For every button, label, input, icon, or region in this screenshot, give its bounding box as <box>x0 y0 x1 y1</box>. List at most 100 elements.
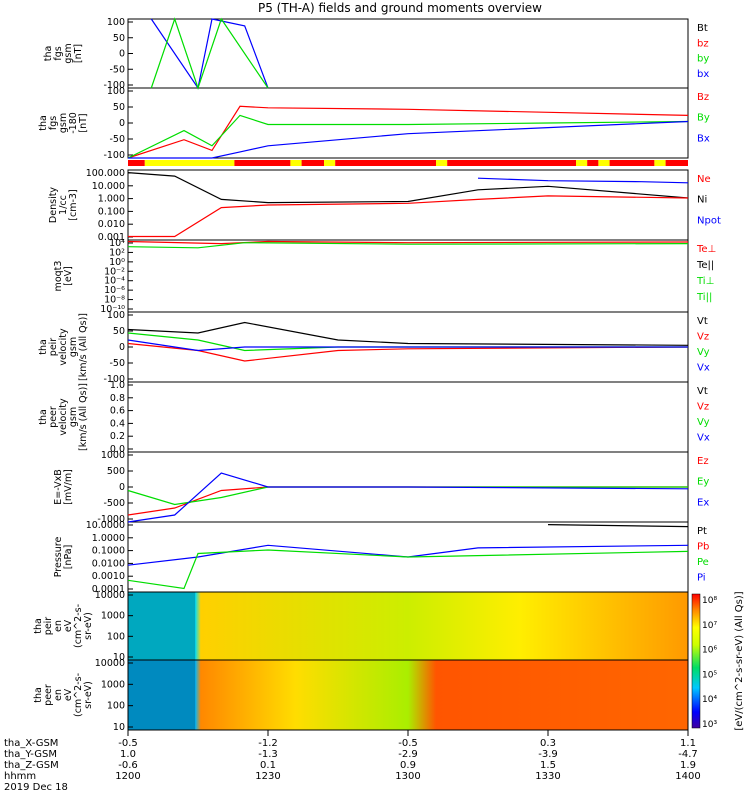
y-tick-label: 10² <box>109 247 125 258</box>
y-axis-label-line: E=-VxB <box>53 469 64 504</box>
trace-Vx <box>127 339 688 352</box>
y-tick-label: 10 <box>113 722 125 733</box>
legend-entry: Vy <box>697 417 710 428</box>
y-axis-label-line: gsm <box>68 337 79 357</box>
legend-entry: Bz <box>697 92 709 103</box>
panel-peir_spec: 10000 1000 100 10 thapeireneV(cm^2-s-sr-eV) <box>33 590 689 663</box>
y-axis-label-line: (cm^2-s- <box>73 673 84 717</box>
y-tick-label: 100 <box>107 631 125 642</box>
y-axis-label-line: sr-eV) <box>83 681 94 709</box>
status-segment <box>447 160 576 166</box>
orbit-status-bar <box>128 160 688 166</box>
y-tick-label: -100 <box>103 80 125 91</box>
x-tick-label: -3.9 <box>538 749 558 760</box>
y-axis-label-line: [eV] <box>63 266 74 286</box>
y-tick-label: 1.000 <box>98 194 125 205</box>
y-tick-label: 1000 <box>101 679 125 690</box>
trace-Pt <box>547 524 689 528</box>
x-tick-label: 1.1 <box>680 738 696 749</box>
y-tick-label: 500 <box>107 466 125 477</box>
panel-peer_spec: 10000 1000 100 10 thapeereneV(cm^2-s-sr-eV) <box>33 658 689 733</box>
y-axis-label: Density1/cc[cm-3] <box>48 187 79 223</box>
trace-Pe <box>127 549 689 590</box>
legend-entry: Npot <box>697 215 721 226</box>
status-segment <box>234 160 291 166</box>
y-axis-label-line: peer <box>43 684 54 706</box>
status-segment <box>301 160 324 166</box>
y-axis-label-line: sr-eV) <box>83 612 94 640</box>
legend-entry: Ex <box>697 497 709 508</box>
y-tick-label: 0.8 <box>110 393 125 404</box>
legend-entry: by <box>697 54 709 65</box>
x-tick-label: -0.5 <box>398 738 418 749</box>
y-tick-label: 10⁻¹⁰ <box>100 304 125 315</box>
y-tick-label: 10 <box>113 652 125 663</box>
y-tick-label: 100.000 <box>86 168 125 179</box>
status-segment <box>576 160 588 166</box>
spectrogram-dark-region <box>128 592 196 660</box>
panel-fgs_lp: 100 50 0 -50 -100 thafgsgsm-180[nT] Bz By Bx <box>38 86 710 161</box>
y-tick-label: 10.000 <box>92 181 125 192</box>
trace-Vz <box>127 342 689 362</box>
y-axis-label-line: peir <box>43 617 54 636</box>
panel-density: 100.000 10.000 1.0000.100 0.010 0.001 Density… <box>48 168 721 243</box>
y-axis-label-line: velocity <box>58 328 69 366</box>
spectrogram-image <box>128 660 688 730</box>
y-axis-label-line: [nT] <box>78 113 89 132</box>
trace-Ti|| <box>127 242 689 249</box>
legend-entry: Ez <box>697 456 709 467</box>
y-axis-label-line: tha <box>38 339 49 355</box>
legend-entry: Bt <box>697 23 708 34</box>
status-segment <box>290 160 302 166</box>
y-tick-label: 1.0 <box>110 380 125 391</box>
y-axis-label-line: tha <box>38 409 49 425</box>
status-segment <box>587 160 599 166</box>
x-row-label: tha_Z-GSM <box>4 760 59 771</box>
y-tick-label: 10000 <box>95 590 125 601</box>
trace-Ne <box>128 195 689 238</box>
colorbar-label: [eV/(cm^2-s-sr-eV) (All Qs)] <box>734 591 745 730</box>
date-label: 2019 Dec 18 <box>4 782 68 793</box>
spectrogram-dark-region <box>128 660 196 730</box>
trace-Bz <box>127 105 689 159</box>
trace-Te⊥ <box>127 240 689 245</box>
legend-entry: bx <box>697 69 709 80</box>
colorbar-tick-label: 10⁴ <box>702 695 717 705</box>
y-tick-label: 50 <box>113 102 125 113</box>
status-segment <box>335 160 436 166</box>
y-axis-label-line: [km/s (All Qs)] <box>78 383 89 451</box>
y-tick-label: 50 <box>113 326 125 337</box>
trace-Ni <box>127 172 689 204</box>
y-axis-label-line: Density <box>48 187 59 223</box>
y-tick-label: 100 <box>107 86 125 97</box>
x-tick-label: 0.9 <box>400 760 416 771</box>
y-axis-label-line: [nT] <box>73 44 84 63</box>
y-axis-label-line: en <box>53 620 64 632</box>
y-axis-label: E=-VxB[mV/m] <box>53 469 74 505</box>
y-tick-label: 10⁻² <box>104 266 125 277</box>
y-tick-label: 0.6 <box>110 406 125 417</box>
trace-By <box>127 114 689 159</box>
y-tick-label: 10⁻⁶ <box>104 285 125 296</box>
y-tick-label: 1.0000 <box>92 533 125 544</box>
y-tick-label: 50 <box>113 33 125 44</box>
panel-frame <box>127 169 689 241</box>
legend-entry: Ni <box>697 195 707 206</box>
legend-entry: bz <box>697 38 709 49</box>
colorbar-gradient <box>691 593 701 729</box>
trace-Ex <box>127 472 689 523</box>
legend-entry: Pi <box>697 573 706 584</box>
status-segment <box>436 160 448 166</box>
colorbar-tick-label: 10⁸ <box>702 596 717 606</box>
y-axis-label-line: moqt3 <box>53 261 64 292</box>
y-axis-label-line: fgs <box>48 116 59 130</box>
colorbar-tick-label: 10⁵ <box>702 670 717 680</box>
x-row-label: tha_X-GSM <box>4 738 58 749</box>
y-axis-label-line: Pressure <box>53 537 64 578</box>
y-tick-label: 100 <box>107 701 125 712</box>
legend-entry: Te|| <box>696 260 714 271</box>
y-axis-label: thafgsgsm[nT] <box>43 43 84 63</box>
y-axis-label-line: fgs <box>53 46 64 60</box>
panel-pressure: 10.0000 1.0000 0.10000.0100 0.0010 0.0001 Pre… <box>53 520 709 595</box>
